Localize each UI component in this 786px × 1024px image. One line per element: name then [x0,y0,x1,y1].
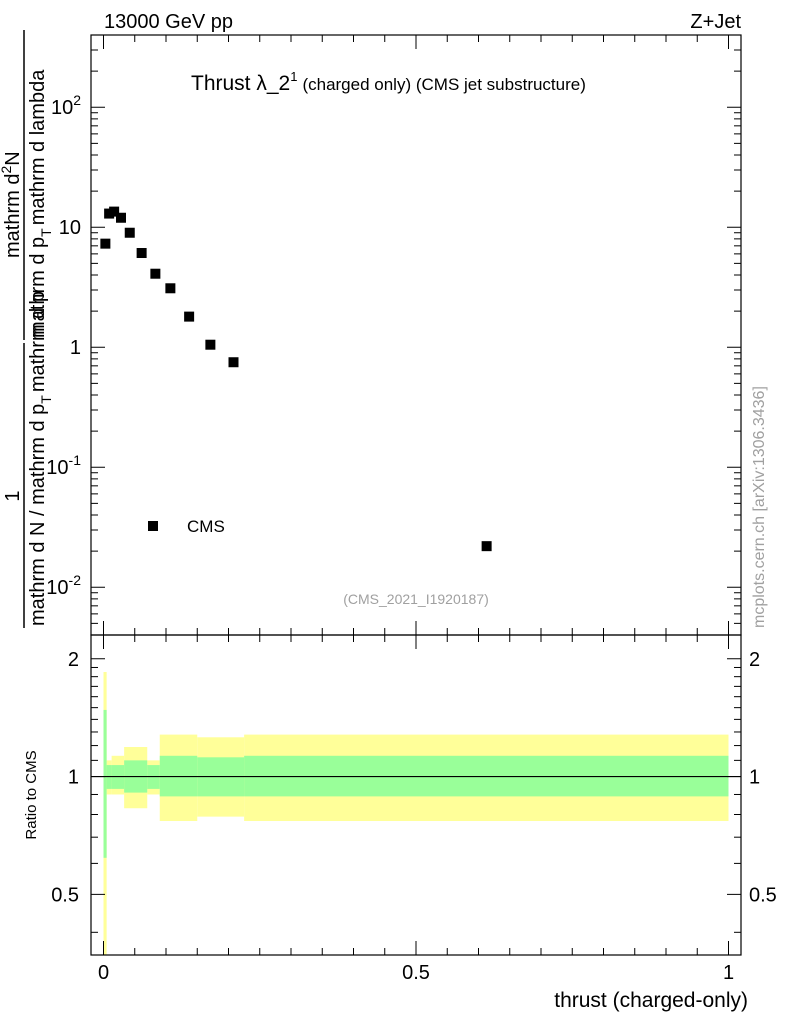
ratio-y-tick-label-left: 0.5 [51,884,79,906]
main-y-tick-label-base: 1 [70,337,81,359]
ratio-bands [103,672,729,955]
data-point-cms [205,339,216,350]
ylabel-den-two: mathrm d pTmathrm d lambda [27,69,54,338]
x-tick-label: 0.5 [402,962,430,984]
ylabel-den-one-a: mathrm d N / mathrm d p [27,404,49,626]
ratio-y-tick-label-right: 1 [749,767,760,789]
ylabel-num-two-b: N [2,151,24,165]
ylabel-den-one-sub: T [38,395,54,404]
ratio-axis-ticks [91,635,741,955]
main-y-tick-label-base: 10 [46,457,68,479]
main-y-tick-label: 10 [59,217,81,239]
ylabel-num-one: 1 [2,490,24,501]
ylabel-num-two-sup: 2 [0,166,14,174]
plot-title-rest: (charged only) (CMS jet substructure) [302,75,585,94]
main-y-axis-label: 1 mathrm d N / mathrm d pTmathrm d p mat… [0,30,54,628]
legend-label-cms: CMS [187,517,225,536]
main-y-tick-label-base: 10 [51,97,73,119]
ratio-inner-band [103,709,107,858]
side-label: mcplots.cern.ch [arXiv:1306.3436] [751,386,768,628]
data-point-cms [136,248,147,259]
ratio-y-tick-label-right: 0.5 [749,884,777,906]
main-y-tick-label: 1 [70,337,81,359]
header-right-label: Z+Jet [690,11,741,33]
main-y-tick-label: 10-2 [46,572,81,599]
ylabel-den-one-b: mathrm d p [27,291,49,392]
main-y-tick-label-exp: -1 [69,452,82,468]
data-point-cms [481,541,492,552]
main-plot-frame [90,34,742,636]
ratio-y-axis-label: Ratio to CMS [23,750,40,839]
header-left-label: 13000 GeV pp [104,11,233,33]
ratio-y-tick-label-right: 2 [749,649,760,671]
legend-marker-cms [148,521,158,531]
x-tick-label: 0 [98,962,109,984]
data-point-cms [184,311,195,322]
main-y-tick-label-exp: 2 [73,92,81,108]
plot-title-main: Thrust λ_2 [191,72,290,95]
plot-title-sup: 1 [290,69,297,84]
ylabel-den-two-sub: T [38,228,54,237]
data-point-cms [100,238,111,249]
data-point-cms [124,227,135,238]
data-point-cms [109,206,120,217]
ratio-y-tick-labels: 0.5 0.5 1 1 2 2 [51,649,777,907]
main-y-tick-label: 10-1 [46,452,81,479]
analysis-watermark: (CMS_2021_I1920187) [343,591,489,607]
data-point-cms [165,283,176,294]
main-y-tick-label-base: 10 [46,577,68,599]
ylabel-den-one: mathrm d N / mathrm d pTmathrm d p [27,291,54,626]
data-point-cms [150,268,161,279]
ylabel-den-two-b: mathrm d lambda [27,69,49,225]
ratio-panel: 0.5 0.51 12 2 0 0.5 1 Ratio to CMS thrust (ch… [23,634,777,1012]
data-point-cms [228,357,239,368]
x-axis-label: thrust (charged-only) [554,989,748,1012]
x-tick-label: 1 [723,962,734,984]
ylabel-num-two-a: mathrm d [2,174,24,258]
ylabel-num-two: mathrm d2N [0,151,24,258]
ratio-y-tick-label-left: 1 [68,767,79,789]
main-y-tick-label: 102 [51,92,81,119]
main-data-points [100,206,492,552]
main-axis-ticks [91,34,741,636]
ratio-x-tick-labels: 0 0.5 1 [98,962,734,984]
data-point-cms [116,212,126,223]
main-y-tick-label-base: 10 [59,217,81,239]
ratio-y-tick-label-left: 2 [68,649,79,671]
ylabel-den-two-a: mathrm d p [27,237,49,338]
main-y-tick-label-exp: -2 [69,572,82,588]
plot-title: Thrust λ_21 (charged only) (CMS jet subst… [191,69,586,95]
